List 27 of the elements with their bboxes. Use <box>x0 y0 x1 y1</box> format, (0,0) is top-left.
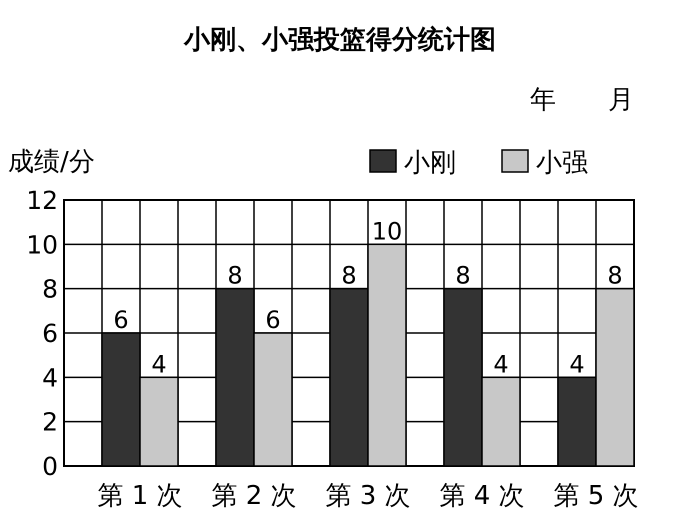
x-tick-label: 第 1 次 <box>97 481 183 511</box>
y-tick-label: 6 <box>42 319 58 348</box>
text: 年 月 <box>530 85 634 115</box>
y-tick-label: 2 <box>42 408 58 437</box>
x-tick-label: 第 3 次 <box>325 481 411 511</box>
data-label: 10 <box>372 217 402 246</box>
data-label: 4 <box>493 350 509 378</box>
legend-label: 小刚 <box>404 148 456 178</box>
data-label: 8 <box>227 262 243 290</box>
chart-title: 小刚、小强投篮得分统计图 <box>183 25 496 55</box>
x-tick-label: 第 2 次 <box>211 481 297 511</box>
data-label: 4 <box>569 350 585 378</box>
y-tick-label: 12 <box>26 186 58 215</box>
y-axis-title: 成绩/分 <box>8 147 95 177</box>
y-tick-label: 4 <box>42 363 58 392</box>
x-tick-label: 第 4 次 <box>439 481 525 511</box>
y-tick-label: 10 <box>26 230 58 260</box>
data-label: 8 <box>455 262 471 290</box>
data-label: 4 <box>151 350 167 378</box>
x-tick-label: 第 5 次 <box>553 481 639 511</box>
data-label: 6 <box>265 306 281 334</box>
y-tick-label: 0 <box>42 452 58 481</box>
legend-label: 小强 <box>536 148 588 178</box>
data-label: 8 <box>341 262 357 290</box>
y-tick-label: 8 <box>42 274 58 304</box>
data-label: 8 <box>607 262 623 290</box>
data-label: 6 <box>113 306 129 334</box>
